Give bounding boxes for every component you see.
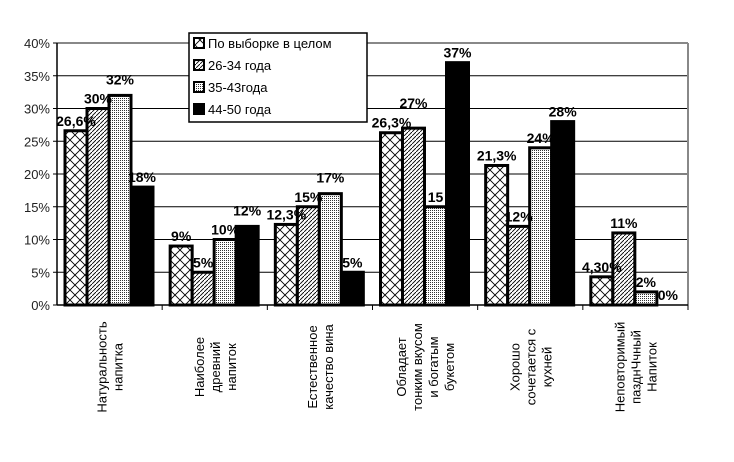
bar <box>550 120 576 307</box>
legend: По выборке в целом 26-34 года 35-43года 44-… <box>188 32 368 123</box>
data-label: 32% <box>106 71 135 87</box>
data-label: 5% <box>342 254 363 270</box>
bar <box>379 131 404 307</box>
data-label: 28% <box>549 104 578 120</box>
y-tick-label: 5% <box>31 265 50 280</box>
category-label: Неповторимый <box>612 322 627 413</box>
category-label: Наиболее <box>192 337 207 397</box>
legend-swatch <box>193 37 205 49</box>
gridlines <box>57 42 689 305</box>
data-label: 12% <box>233 202 262 218</box>
bar <box>107 93 133 307</box>
data-label: 26,6% <box>56 113 96 129</box>
bar <box>633 290 659 307</box>
bar <box>317 192 343 307</box>
data-label: 21,3% <box>477 147 517 163</box>
bar <box>63 129 89 307</box>
legend-label: 35-43года <box>208 80 268 95</box>
category-label: букетом <box>442 343 457 391</box>
bar <box>339 270 365 307</box>
y-tick-label: 40% <box>24 36 50 51</box>
bar <box>401 126 426 307</box>
data-label: 15 <box>428 189 444 205</box>
category-label: Напиток <box>644 342 659 392</box>
bar <box>85 107 111 307</box>
legend-label: 26-34 года <box>208 58 272 73</box>
bar <box>234 224 260 307</box>
bar <box>273 222 299 307</box>
category-label: древний <box>208 342 223 393</box>
legend-box <box>188 32 368 123</box>
bar <box>506 224 532 307</box>
category-label: Обладает <box>394 337 409 396</box>
category-label: напиток <box>224 343 239 391</box>
data-labels: 26,6%30%32%18%9%5%10%12% 12,3%15%17%5%26,… <box>56 45 678 303</box>
bars <box>63 61 659 307</box>
category-label: Натуральность <box>95 321 110 412</box>
legend-label: По выборке в целом <box>208 36 332 51</box>
category-label: тонким вкусом <box>410 323 425 411</box>
data-label: 26,3% <box>372 115 412 131</box>
legend-swatch <box>193 81 205 93</box>
data-label: 17% <box>316 170 345 186</box>
bar <box>528 146 554 307</box>
bar <box>589 275 615 307</box>
data-label: 10% <box>211 222 240 238</box>
data-label: 18% <box>128 169 157 185</box>
legend-swatch <box>193 103 205 115</box>
category-label: сочетается с <box>523 328 538 405</box>
bar <box>168 244 194 307</box>
data-label: 12,3% <box>266 206 306 222</box>
y-tick-label: 35% <box>24 69 50 84</box>
category-label: и богатым <box>426 336 441 397</box>
bar <box>190 270 216 307</box>
data-label: 9% <box>171 228 192 244</box>
bar <box>484 163 510 307</box>
legend-label: 44-50 года <box>208 102 272 117</box>
y-tick-label: 10% <box>24 233 50 248</box>
category-label: качество вина <box>321 323 336 409</box>
bar <box>611 231 637 307</box>
category-label: Естественное <box>305 325 320 408</box>
data-label: 2% <box>636 274 657 290</box>
data-label: 27% <box>399 95 428 111</box>
data-label: 24% <box>527 130 556 146</box>
data-label: 12% <box>505 208 534 224</box>
category-label: пазднЧчный <box>628 330 643 404</box>
y-axis: 0% 5% 10% 15% 20% 25% 30% 35% 40% <box>24 36 688 313</box>
data-label: 0% <box>658 287 679 303</box>
y-tick-label: 20% <box>24 167 50 182</box>
bar <box>212 238 238 307</box>
bar <box>445 61 470 307</box>
y-tick-label: 0% <box>31 298 50 313</box>
y-tick-label: 25% <box>24 134 50 149</box>
bar <box>129 185 155 307</box>
x-axis: Натуральность напитка Наиболее древний напит… <box>95 305 689 413</box>
data-label: 15% <box>294 189 323 205</box>
category-label: Хорошо <box>507 343 522 391</box>
data-label: 4,30% <box>582 259 622 275</box>
y-tick-label: 30% <box>24 102 50 117</box>
data-label: 5% <box>193 254 214 270</box>
data-label: 11% <box>610 215 638 231</box>
data-label: 37% <box>443 45 472 61</box>
category-label: кухней <box>539 347 554 388</box>
bar <box>423 205 448 307</box>
data-label: 30% <box>84 91 113 107</box>
y-tick-label: 15% <box>24 200 50 215</box>
category-label: напитка <box>111 342 126 391</box>
legend-swatch <box>193 59 205 71</box>
